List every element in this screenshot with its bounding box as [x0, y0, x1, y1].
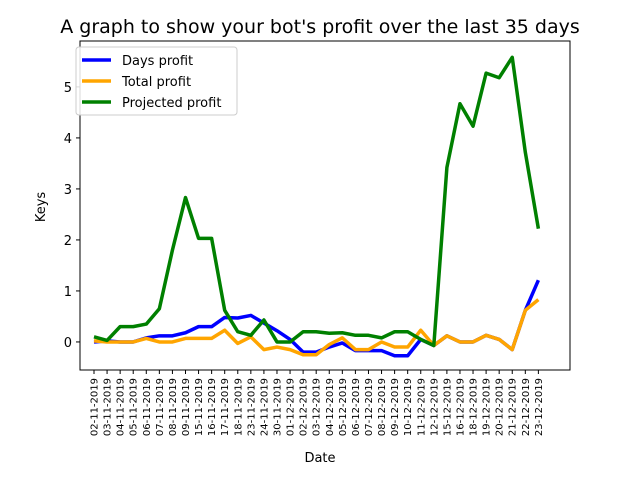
x-tick-label: 23-11-2019 — [246, 378, 257, 436]
x-tick-label: 20-12-2019 — [495, 378, 506, 436]
x-tick-label: 08-11-2019 — [168, 378, 179, 436]
x-tick-label: 16-12-2019 — [455, 378, 466, 436]
x-tick-label: 05-11-2019 — [129, 378, 140, 436]
x-tick-label: 12-12-2019 — [429, 378, 440, 436]
legend-label: Days profit — [122, 54, 193, 69]
x-tick-label: 07-12-2019 — [364, 378, 375, 436]
x-tick-label: 08-12-2019 — [377, 378, 388, 436]
legend: Days profit Total profit Projected profit — [75, 46, 238, 116]
x-tick-label: 09-11-2019 — [181, 378, 192, 436]
plot-frame — [79, 40, 571, 371]
series-line-total-profit — [93, 298, 540, 357]
x-tick-label: 06-11-2019 — [142, 378, 153, 436]
x-tick-label: 23-12-2019 — [534, 378, 545, 436]
x-tick-label: 19-12-2019 — [482, 378, 493, 436]
x-tick-label: 02-12-2019 — [299, 378, 310, 436]
x-tick-label: 01-12-2019 — [286, 378, 297, 436]
chart-title: A graph to show your bot's profit over t… — [60, 16, 580, 38]
y-tick-label: 2 — [64, 234, 72, 249]
legend-box — [75, 46, 238, 116]
legend-label: Projected profit — [122, 96, 221, 111]
y-tick-label: 0 — [64, 336, 72, 351]
plot-area — [93, 55, 541, 358]
x-tick-label: 07-11-2019 — [155, 378, 166, 436]
x-tick-label: 17-11-2019 — [220, 378, 231, 436]
series-line-days-profit — [93, 279, 540, 358]
x-tick-label: 21-12-2019 — [508, 378, 519, 436]
x-tick-label: 02-11-2019 — [90, 378, 101, 436]
legend-label: Total profit — [121, 75, 191, 90]
x-tick-label: 15-12-2019 — [442, 378, 453, 436]
y-axis: 0 1 2 3 4 5 — [64, 81, 80, 351]
x-axis: 02-11-2019 03-11-2019 04-11-2019 05-11-2019… — [90, 370, 545, 436]
y-tick-label: 1 — [64, 285, 72, 300]
x-tick-label: 09-12-2019 — [390, 378, 401, 436]
x-tick-label: 05-12-2019 — [338, 378, 349, 436]
x-tick-label: 15-11-2019 — [194, 378, 205, 436]
x-tick-label: 22-12-2019 — [521, 378, 532, 436]
x-tick-label: 06-12-2019 — [351, 378, 362, 436]
x-tick-label: 10-12-2019 — [403, 378, 414, 436]
x-tick-label: 03-12-2019 — [312, 378, 323, 436]
y-axis-label: Keys — [34, 192, 49, 223]
x-axis-label: Date — [304, 451, 335, 466]
x-tick-label: 18-12-2019 — [469, 378, 480, 436]
x-tick-label: 30-11-2019 — [272, 378, 283, 436]
x-tick-label: 16-11-2019 — [207, 378, 218, 436]
x-tick-label: 18-11-2019 — [233, 378, 244, 436]
series-line-projected-profit — [93, 55, 541, 348]
x-tick-label: 04-11-2019 — [116, 378, 127, 436]
x-tick-label: 24-11-2019 — [259, 378, 270, 436]
y-tick-label: 3 — [64, 183, 72, 198]
x-tick-label: 04-12-2019 — [325, 378, 336, 436]
y-tick-label: 4 — [64, 132, 72, 147]
x-tick-label: 11-12-2019 — [416, 378, 427, 436]
y-tick-label: 5 — [64, 81, 72, 96]
x-tick-label: 03-11-2019 — [103, 378, 114, 436]
